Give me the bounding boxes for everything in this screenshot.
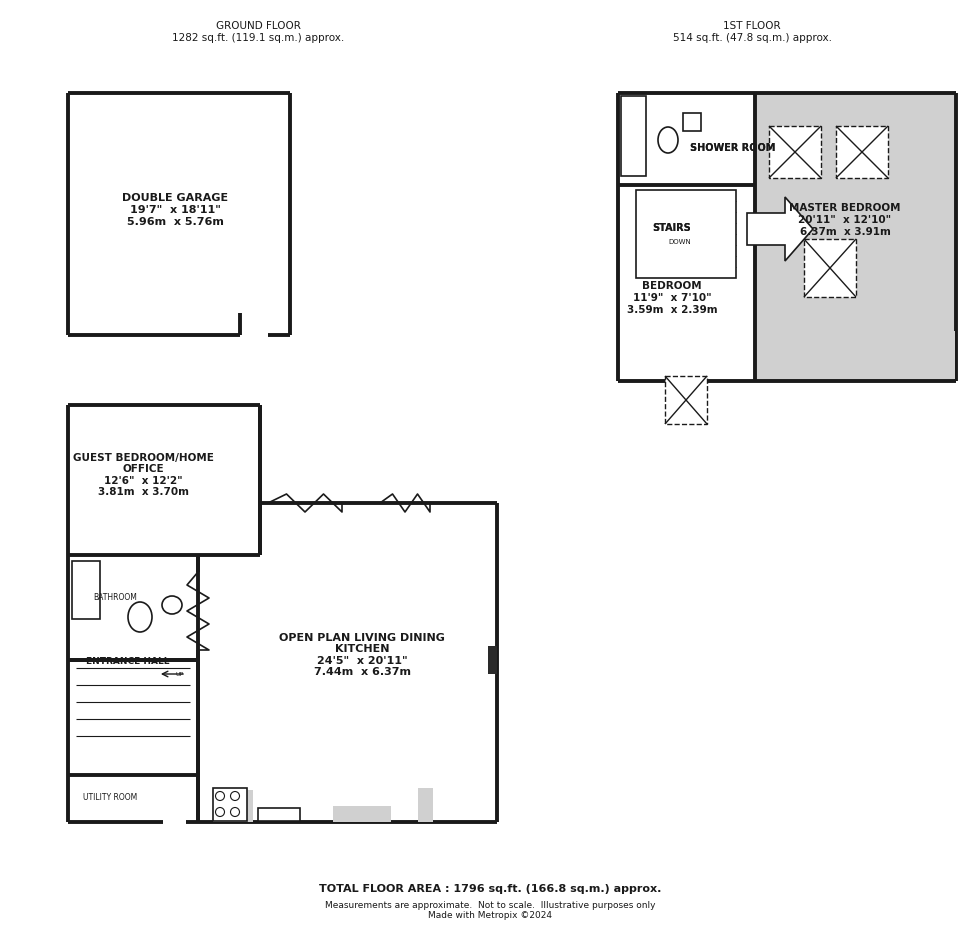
Text: Made with Metropix ©2024: Made with Metropix ©2024 [428,912,552,920]
Text: MASTER BEDROOM
20'11"  x 12'10"
6.37m  x 3.91m: MASTER BEDROOM 20'11" x 12'10" 6.37m x 3… [789,203,901,237]
Text: GUEST BEDROOM/HOME
OFFICE
12'6"  x 12'2"
3.81m  x 3.70m: GUEST BEDROOM/HOME OFFICE 12'6" x 12'2" … [73,452,214,497]
Bar [213,788,247,821]
Bar [333,806,391,822]
Bar [836,126,888,178]
Text: GROUND FLOOR
1282 sq.ft. (119.1 sq.m.) approx.: GROUND FLOOR 1282 sq.ft. (119.1 sq.m.) a… [172,21,344,42]
Text: TOTAL FLOOR AREA : 1796 sq.ft. (166.8 sq.m.) approx.: TOTAL FLOOR AREA : 1796 sq.ft. (166.8 sq… [318,884,662,894]
Text: STAIRS: STAIRS [653,223,691,233]
Bar [769,126,821,178]
Text: UP: UP [176,672,184,678]
Text: DOUBLE GARAGE
19'7"  x 18'11"
5.96m  x 5.76m: DOUBLE GARAGE 19'7" x 18'11" 5.96m x 5.7… [122,194,228,227]
Text: 1ST FLOOR
514 sq.ft. (47.8 sq.m.) approx.: 1ST FLOOR 514 sq.ft. (47.8 sq.m.) approx… [672,21,831,42]
Ellipse shape [162,596,182,614]
Circle shape [230,791,239,801]
Bar [72,561,100,619]
Text: STAIRS: STAIRS [653,223,691,233]
Circle shape [216,807,224,817]
Circle shape [216,791,224,801]
Bar [213,790,253,822]
Bar [804,239,856,297]
Text: SHOWER ROOM: SHOWER ROOM [690,143,775,153]
Bar [757,331,955,379]
Bar [258,808,300,821]
Ellipse shape [658,127,678,153]
Bar [621,96,646,176]
Text: SHOWER ROOM: SHOWER ROOM [690,143,775,153]
Bar [618,380,755,381]
Circle shape [230,807,239,817]
Text: ENTRANCE HALL: ENTRANCE HALL [86,658,170,666]
Bar [488,646,497,674]
Polygon shape [747,197,813,261]
Ellipse shape [128,602,152,632]
Text: BEDROOM
11'9"  x 7'10"
3.59m  x 2.39m: BEDROOM 11'9" x 7'10" 3.59m x 2.39m [626,281,717,314]
Bar [755,93,956,381]
Bar [683,113,701,131]
Bar [665,376,707,424]
Bar [636,190,736,278]
Text: UTILITY ROOM: UTILITY ROOM [83,794,137,802]
Text: BATHROOM: BATHROOM [93,594,137,602]
Text: Measurements are approximate.  Not to scale.  Illustrative purposes only: Measurements are approximate. Not to sca… [324,901,656,909]
Bar [418,788,433,822]
Text: DOWN: DOWN [668,239,691,245]
Text: OPEN PLAN LIVING DINING
KITCHEN
24'5"  x 20'11"
7.44m  x 6.37m: OPEN PLAN LIVING DINING KITCHEN 24'5" x … [279,632,445,678]
